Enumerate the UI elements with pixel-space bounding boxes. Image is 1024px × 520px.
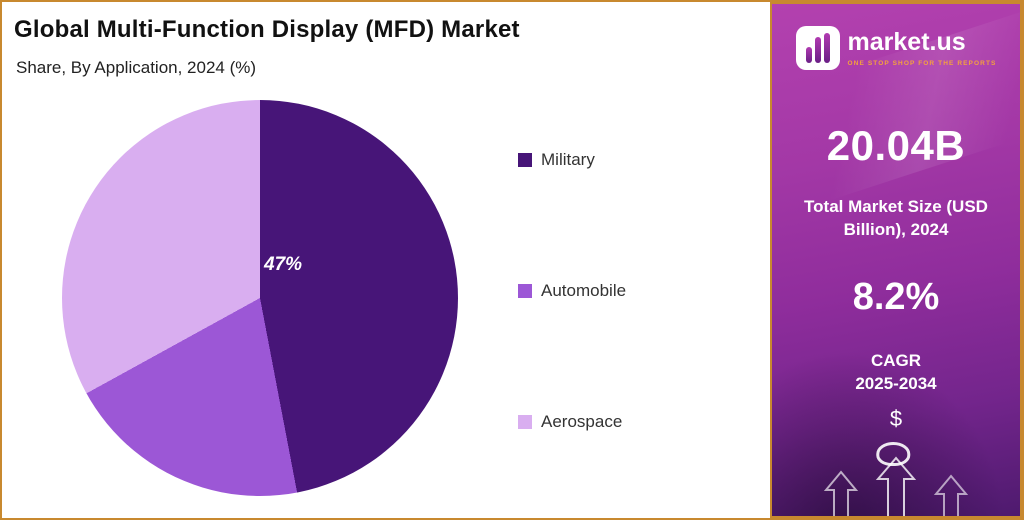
up-arrow-icon bbox=[875, 456, 917, 516]
brand-tagline: ONE STOP SHOP FOR THE REPORTS bbox=[847, 60, 997, 67]
cagr-word: CAGR bbox=[870, 351, 922, 370]
legend-item-automobile: Automobile bbox=[518, 281, 626, 301]
logo-bar-icon bbox=[823, 33, 830, 63]
cagr-label: CAGR 2025-2034 bbox=[772, 350, 1020, 396]
legend-label-military: Military bbox=[541, 150, 595, 169]
up-arrow-icon bbox=[933, 474, 969, 516]
market-size-label: Total Market Size (USD Billion), 2024 bbox=[804, 197, 988, 239]
legend-swatch-military bbox=[518, 153, 532, 167]
growth-arrows-icon bbox=[772, 456, 1020, 516]
pie-chart bbox=[62, 100, 458, 496]
up-arrow-icon bbox=[823, 470, 859, 516]
dollar-icon: $ bbox=[889, 406, 903, 431]
coffee-mug-icon bbox=[876, 442, 911, 466]
logo-bar-icon bbox=[805, 47, 812, 63]
cagr-value: 8.2% bbox=[852, 276, 940, 318]
cagr-period: 2025-2034 bbox=[855, 373, 937, 393]
pie-slice-data-label: 47% bbox=[264, 254, 303, 275]
page-title: Global Multi-Function Display (MFD) Mark… bbox=[14, 16, 520, 43]
legend-item-aerospace: Aerospace bbox=[518, 412, 626, 432]
chart-legend: Military Automobile Aerospace bbox=[518, 150, 626, 432]
legend-swatch-aerospace bbox=[518, 415, 532, 429]
legend-label-automobile: Automobile bbox=[541, 281, 627, 300]
legend-item-military: Military bbox=[518, 150, 626, 170]
legend-label-aerospace: Aerospace bbox=[541, 412, 623, 431]
stats-side-panel: market.us ONE STOP SHOP FOR THE REPORTS … bbox=[770, 2, 1022, 518]
brand-header: market.us ONE STOP SHOP FOR THE REPORTS bbox=[772, 26, 1020, 70]
market-us-logo-icon bbox=[795, 26, 840, 70]
brand-name: market.us bbox=[847, 28, 966, 56]
logo-bar-icon bbox=[814, 37, 821, 63]
legend-swatch-automobile bbox=[518, 284, 532, 298]
brand-text: market.us ONE STOP SHOP FOR THE REPORTS bbox=[847, 26, 997, 68]
chart-subtitle: Share, By Application, 2024 (%) bbox=[16, 58, 257, 77]
chart-area: Global Multi-Function Display (MFD) Mark… bbox=[2, 2, 770, 518]
market-size-value: 20.04B bbox=[826, 122, 966, 169]
